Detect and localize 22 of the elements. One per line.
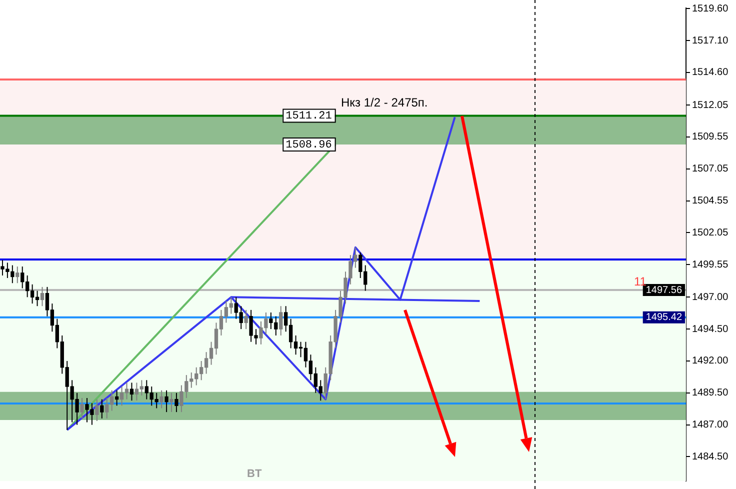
y-tick-label: 1502.05 — [692, 227, 729, 238]
y-tick-label: 1514.60 — [692, 67, 729, 78]
y-tick-label: 1512.05 — [692, 100, 729, 111]
y-tick-label: 1484.50 — [692, 451, 729, 462]
y-tick-label: 1499.55 — [692, 259, 729, 270]
y-tick-label: 1494.50 — [692, 324, 729, 335]
y-tick-label: 1504.55 — [692, 196, 729, 207]
annotation: 1508.96 — [286, 139, 332, 152]
annotation: 1511.21 — [286, 110, 332, 123]
y-tick-label: 1507.05 — [692, 164, 729, 175]
y-tick-label: 1519.60 — [692, 3, 729, 14]
annotation: Нкз 1/2 - 2475п. — [341, 95, 428, 110]
y-tick-label: 1517.10 — [692, 35, 729, 46]
y-tick-label: 1489.50 — [692, 388, 729, 399]
annotation: BT — [247, 468, 262, 480]
y-tick-label: 1509.55 — [692, 132, 729, 143]
y-tick-label: 1492.00 — [692, 356, 729, 367]
ref-line-label: 1495.42 — [646, 312, 682, 324]
annotation: 11 — [634, 274, 647, 288]
ref-line-label: 1497.56 — [646, 284, 682, 296]
y-tick-label: 1497.00 — [692, 292, 729, 303]
y-tick-label: 1487.00 — [692, 420, 729, 431]
